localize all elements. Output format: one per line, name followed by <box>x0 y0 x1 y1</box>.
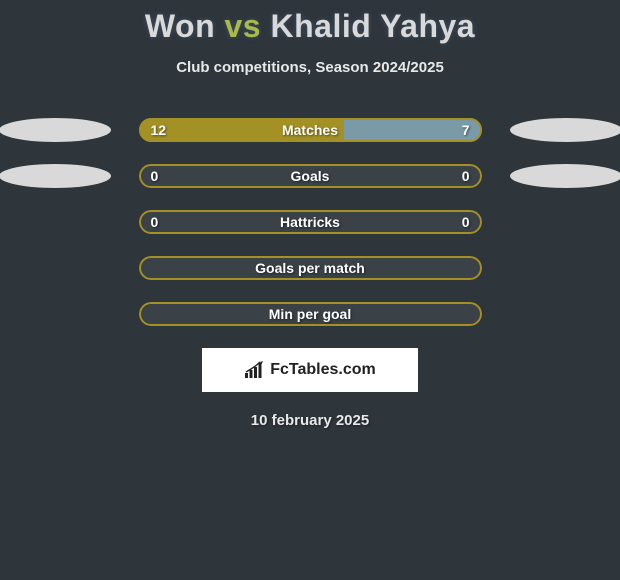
stat-bar: Goals 0 0 <box>139 164 482 188</box>
stat-row: Hattricks 0 0 <box>0 210 620 234</box>
player2-badge <box>510 164 620 188</box>
player1-badge <box>0 118 111 142</box>
stat-value-left: 0 <box>151 168 159 184</box>
stat-label: Hattricks <box>280 214 340 230</box>
player1-badge <box>0 164 111 188</box>
stat-value-left: 12 <box>151 122 167 138</box>
stat-label: Matches <box>282 122 338 138</box>
stat-bar: Hattricks 0 0 <box>139 210 482 234</box>
subtitle: Club competitions, Season 2024/2025 <box>0 59 620 76</box>
stat-label: Goals per match <box>255 260 365 276</box>
date-label: 10 february 2025 <box>0 412 620 429</box>
stat-rows: Matches 12 7 Goals 0 0 Hattricks 0 0 Goals per ma… <box>0 118 620 326</box>
stat-bar: Goals per match <box>139 256 482 280</box>
stat-value-right: 0 <box>462 168 470 184</box>
stat-bar: Matches 12 7 <box>139 118 482 142</box>
player1-name: Won <box>145 8 215 44</box>
stat-label: Min per goal <box>269 306 351 322</box>
stat-row: Matches 12 7 <box>0 118 620 142</box>
stat-value-right: 7 <box>462 122 470 138</box>
site-logo[interactable]: FcTables.com <box>202 348 418 392</box>
player2-name: Khalid Yahya <box>270 8 475 44</box>
player2-badge <box>510 118 620 142</box>
page-title: Won vs Khalid Yahya <box>0 8 620 45</box>
bar-chart-icon <box>244 361 264 379</box>
logo-text: FcTables.com <box>270 361 376 379</box>
stat-row: Goals 0 0 <box>0 164 620 188</box>
stat-value-right: 0 <box>462 214 470 230</box>
stat-bar: Min per goal <box>139 302 482 326</box>
stat-row: Min per goal <box>0 302 620 326</box>
vs-label: vs <box>225 8 262 44</box>
stat-label: Goals <box>291 168 330 184</box>
comparison-infographic: Won vs Khalid Yahya Club competitions, S… <box>0 0 620 429</box>
stat-row: Goals per match <box>0 256 620 280</box>
stat-value-left: 0 <box>151 214 159 230</box>
